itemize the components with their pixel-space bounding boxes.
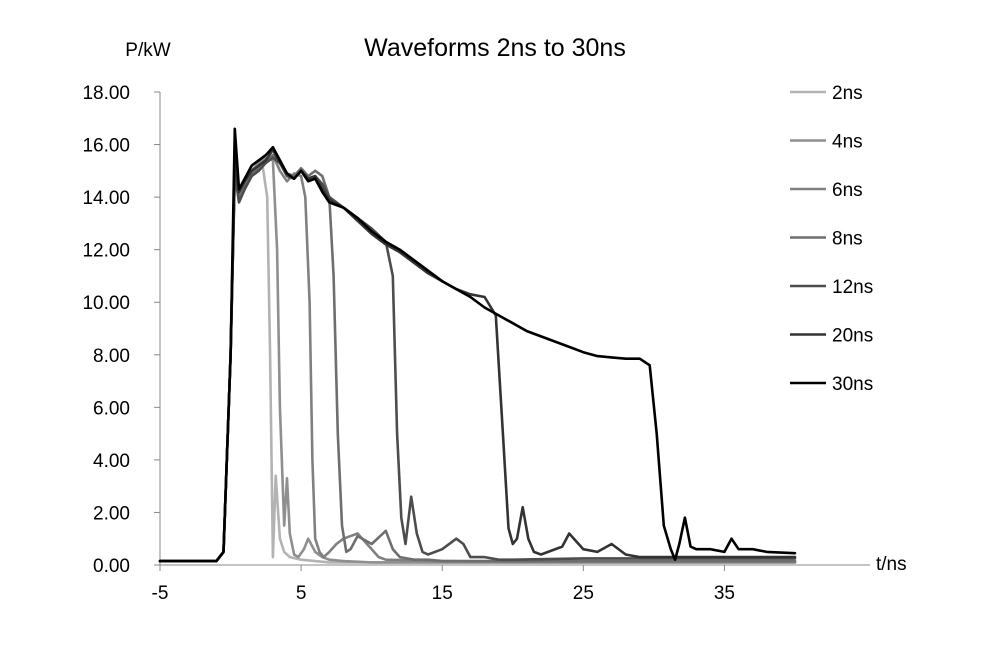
x-axis-label: t/ns [876,554,907,575]
legend-label-2ns: 2ns [832,83,863,104]
y-tick-label: 10.00 [82,293,130,314]
chart-title: Waveforms 2ns to 30ns [364,34,626,62]
series-layer [158,127,797,564]
legend-label-20ns: 20ns [832,326,873,347]
y-tick-label: 16.00 [82,136,130,157]
y-tick-label: 6.00 [93,398,130,419]
series-line-4ns [158,156,797,564]
y-axis-ticks: 0.00 2.00 4.00 6.00 8.00 10.00 12.00 14.00 16.00… [82,83,160,577]
legend-label-12ns: 12ns [832,277,873,298]
series-line-12ns [158,156,797,563]
x-tick-label: -5 [152,583,169,604]
x-axis-ticks: -5 5 15 25 35 [152,565,735,604]
y-tick-label: 14.00 [82,188,130,209]
series-line-2ns [158,161,797,564]
series-line-8ns [158,153,797,563]
x-tick-label: 15 [432,583,453,604]
series-line-6ns [158,153,797,564]
series-line-20ns [158,148,797,563]
x-tick-label: 35 [714,583,735,604]
legend-label-8ns: 8ns [832,229,863,250]
series-line-30ns [158,127,797,563]
x-tick-label: 5 [296,583,307,604]
legend-label-4ns: 4ns [832,132,863,153]
y-tick-label: 8.00 [93,346,130,367]
legend-label-6ns: 6ns [832,180,863,201]
legend: 2ns 4ns 6ns 8ns 12ns 20ns 30ns [790,83,873,395]
x-tick-label: 25 [573,583,594,604]
legend-label-30ns: 30ns [832,374,873,395]
y-axis-label: P/kW [125,40,170,61]
y-tick-label: 0.00 [93,556,130,577]
y-tick-label: 4.00 [93,451,130,472]
y-tick-label: 2.00 [93,503,130,524]
y-tick-label: 18.00 [82,83,130,104]
y-tick-label: 12.00 [82,241,130,262]
